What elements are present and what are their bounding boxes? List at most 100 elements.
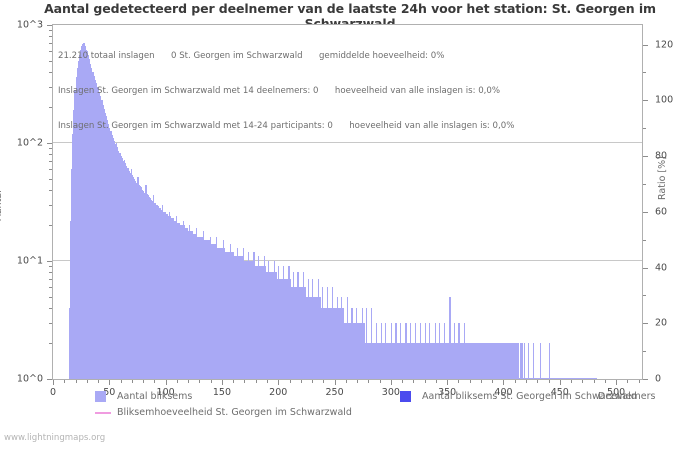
x-axis-minor-tick [266,380,268,383]
histogram-bar [198,236,200,379]
histogram-bar [163,212,165,379]
histogram-bar [242,256,244,379]
x-axis-tick-mark [616,380,618,385]
histogram-bar [152,201,154,379]
histogram-bar [558,378,560,379]
histogram-bar [331,307,333,379]
x-axis-minor-tick [289,380,291,383]
y-axis-right: 0 20 40 60 80 100 120 [643,24,700,385]
histogram-bar [528,343,530,379]
histogram-bar [593,378,595,379]
histogram-bar [594,378,596,379]
histogram-bar [109,127,111,379]
histogram-bar [368,343,370,379]
histogram-bar [158,208,161,379]
y-axis-right-minor-tick [643,239,646,241]
y-axis-left-tick-label: 10^0 [16,373,43,384]
histogram-bar [246,261,248,379]
histogram-bar [466,343,468,379]
annotation-block: 21.210 totaal inslagen 0 St. Georgen im … [58,28,638,156]
histogram-bar [435,343,438,379]
histogram-bar [595,378,597,379]
histogram-bar [281,279,283,379]
histogram-bar [229,243,231,379]
histogram-bar [450,343,452,379]
histogram-bar [348,322,350,379]
histogram-bar [502,343,504,379]
x-axis-tick-label: 500 [607,387,626,398]
histogram-bar [312,279,314,379]
histogram-bar [226,251,228,379]
histogram-bar [361,307,363,379]
histogram-bar [75,77,77,379]
histogram-bar [69,220,72,379]
histogram-bar [506,343,509,379]
x-axis-minor-tick [413,380,415,383]
x-axis-minor-tick [176,380,178,383]
histogram-bar [230,251,233,379]
histogram-bar [327,307,329,379]
histogram-bar [138,185,140,379]
histogram-bar [282,266,284,379]
histogram-bar [185,228,188,379]
histogram-bar [488,343,490,379]
histogram-bar [322,287,324,379]
histogram-bar [132,176,135,379]
histogram-bar [238,256,240,379]
histogram-bar [225,251,227,379]
histogram-bar [539,343,541,379]
histogram-bar [286,279,288,379]
y-axis-left-minor-tick [49,307,52,309]
histogram-bar [215,243,217,379]
y-axis-left-minor-tick [49,60,52,62]
histogram-bar [382,343,385,379]
x-axis-minor-tick [458,380,460,383]
histogram-bar [210,243,212,379]
histogram-bar [300,287,302,379]
histogram-bar [443,322,445,379]
histogram-bar [203,240,206,379]
histogram-bar [451,343,453,379]
histogram-bar [559,378,561,379]
x-axis-tick-mark [559,380,561,385]
histogram-bar [459,343,461,379]
y-axis-left-minor-tick [49,272,52,274]
histogram-bar [150,199,153,379]
histogram-bar [453,322,456,379]
x-axis-minor-tick [64,380,66,383]
histogram-bar [279,279,281,379]
legend-swatch-bliksems [95,391,106,402]
histogram-bar [360,322,362,379]
histogram-bar [271,272,273,379]
x-axis-tick-mark [53,380,54,385]
histogram-bar [425,343,427,379]
histogram-bar [585,378,587,379]
histogram-bar [256,266,258,379]
histogram-bar [519,378,521,379]
histogram-bar [547,378,549,379]
y-axis-left-minor-tick [49,148,52,150]
histogram-bar [87,54,90,379]
histogram-bar [572,378,574,379]
histogram-bar [235,256,237,379]
histogram-bar [283,279,286,379]
histogram-bar [156,204,158,379]
histogram-bar [145,185,147,379]
histogram-bar [578,378,581,379]
histogram-bar [523,343,525,379]
histogram-bar [408,343,411,379]
histogram-bar [372,343,374,379]
histogram-bar [112,138,114,379]
histogram-bar [278,266,280,379]
x-axis-tick-label: 100 [156,387,175,398]
y-axis-left-minor-tick [49,161,52,163]
histogram-bar [178,222,180,379]
histogram-bar [577,378,579,379]
histogram-bar [257,256,260,379]
histogram-bar [268,261,270,379]
y-axis-left-minor-tick [49,322,52,324]
histogram-bar [95,83,97,379]
histogram-bar [196,228,198,379]
histogram-bar [381,343,384,379]
histogram-bar [446,343,448,379]
